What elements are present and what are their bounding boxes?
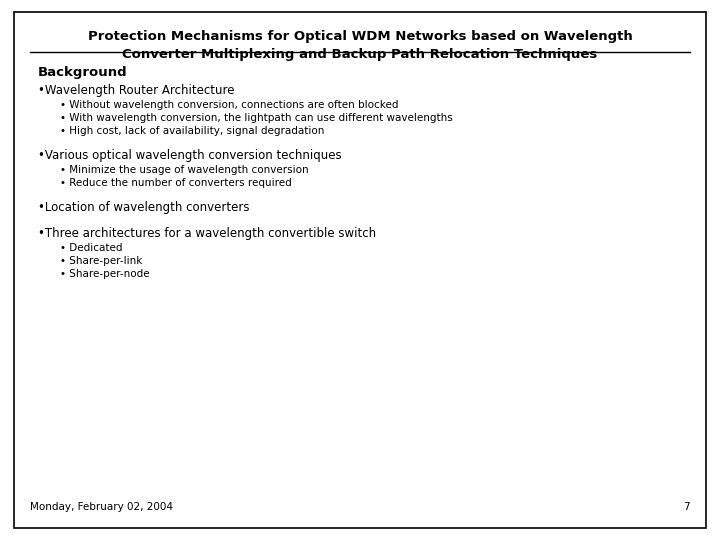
Text: 7: 7 [683, 502, 690, 512]
Text: • Minimize the usage of wavelength conversion: • Minimize the usage of wavelength conve… [60, 165, 309, 175]
Text: •Three architectures for a wavelength convertible switch: •Three architectures for a wavelength co… [38, 227, 376, 240]
Text: • High cost, lack of availability, signal degradation: • High cost, lack of availability, signa… [60, 126, 325, 136]
Text: • Without wavelength conversion, connections are often blocked: • Without wavelength conversion, connect… [60, 100, 398, 110]
Text: Protection Mechanisms for Optical WDM Networks based on Wavelength
Converter Mul: Protection Mechanisms for Optical WDM Ne… [88, 30, 632, 61]
Text: • With wavelength conversion, the lightpath can use different wavelengths: • With wavelength conversion, the lightp… [60, 113, 453, 123]
Text: Monday, February 02, 2004: Monday, February 02, 2004 [30, 502, 173, 512]
Text: •Various optical wavelength conversion techniques: •Various optical wavelength conversion t… [38, 149, 341, 162]
Text: • Dedicated: • Dedicated [60, 243, 122, 253]
Text: •Wavelength Router Architecture: •Wavelength Router Architecture [38, 84, 235, 97]
Text: • Share-per-node: • Share-per-node [60, 269, 150, 279]
Text: • Reduce the number of converters required: • Reduce the number of converters requir… [60, 178, 292, 188]
Text: •Location of wavelength converters: •Location of wavelength converters [38, 201, 250, 214]
Text: • Share-per-link: • Share-per-link [60, 256, 143, 266]
Text: Background: Background [38, 66, 127, 79]
